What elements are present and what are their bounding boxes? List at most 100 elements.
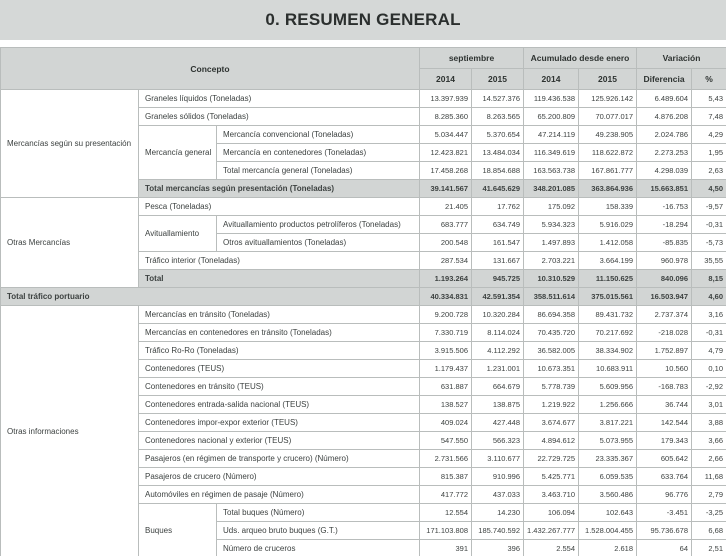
num-cell: 4.298.039 [636, 161, 693, 180]
num-cell: 10.560 [636, 359, 693, 378]
table-row: Uds. arqueo bruto buques (G.T.) 171.103.… [1, 521, 726, 540]
num-cell: 10.320.284 [470, 305, 525, 324]
num-cell: 23.335.367 [578, 449, 638, 468]
num-cell: 363.864.936 [578, 179, 638, 198]
num-cell: 5.073.955 [578, 431, 638, 450]
num-cell: 17.762 [470, 197, 525, 216]
num-cell: 633.764 [636, 467, 693, 486]
num-cell: 64 [636, 539, 693, 556]
num-cell: 9.200.728 [419, 305, 472, 324]
num-cell: 22.729.725 [523, 449, 580, 468]
num-cell: 391 [419, 539, 472, 556]
num-cell: -218.028 [636, 323, 693, 342]
num-cell: 358.511.614 [523, 287, 580, 306]
num-cell: 12.423.821 [419, 143, 472, 162]
row-label: Contenedores entrada-salida nacional (TE… [138, 395, 420, 414]
num-cell: 2.618 [578, 539, 638, 556]
header-group-row: Concepto septiembre Acumulado desde ener… [0, 47, 726, 90]
num-cell: 4,29 [691, 125, 726, 144]
num-cell: 8,15 [691, 269, 726, 288]
row-label: Contenedores nacional y exterior (TEUS) [138, 431, 420, 450]
num-cell: 2.554 [523, 539, 580, 556]
num-cell: 2,79 [691, 485, 726, 504]
num-cell: 161.547 [470, 233, 525, 252]
num-cell: 142.544 [636, 413, 693, 432]
num-cell: 375.015.561 [578, 287, 638, 306]
table-row: Graneles sólidos (Toneladas) 8.285.360 8… [1, 107, 726, 126]
header-concepto: Concepto [0, 47, 420, 90]
num-cell: 10.683.911 [578, 359, 638, 378]
row-label: Tráfico interior (Toneladas) [138, 251, 420, 270]
row-label: Graneles sólidos (Toneladas) [138, 107, 420, 126]
row-label: Total mercancía general (Toneladas) [216, 161, 420, 180]
header-variacion: Variación [636, 47, 726, 69]
num-cell: 5,43 [691, 89, 726, 108]
num-cell: 2.731.566 [419, 449, 472, 468]
num-cell: 4,79 [691, 341, 726, 360]
num-cell: 95.736.678 [636, 521, 693, 540]
num-cell: 36.582.005 [523, 341, 580, 360]
total-row-trafico-portuario: Total tráfico portuario 40.334.831 42.59… [0, 287, 726, 306]
num-cell: 86.694.358 [523, 305, 580, 324]
num-cell: 287.534 [419, 251, 472, 270]
num-cell: 631.887 [419, 377, 472, 396]
num-cell: 116.349.619 [523, 143, 580, 162]
num-cell: 8.285.360 [419, 107, 472, 126]
num-cell: 2,63 [691, 161, 726, 180]
num-cell: 138.527 [419, 395, 472, 414]
num-cell: 21.405 [419, 197, 472, 216]
row-label: Total buques (Número) [216, 503, 420, 522]
num-cell: 4.876.208 [636, 107, 693, 126]
num-cell: 396 [470, 539, 525, 556]
num-cell: 102.643 [578, 503, 638, 522]
num-cell: 4.112.292 [470, 341, 525, 360]
num-cell: 4.894.612 [523, 431, 580, 450]
num-cell: 7,48 [691, 107, 726, 126]
num-cell: 14.527.376 [470, 89, 525, 108]
table-row: Mercancía general Mercancía convencional… [1, 125, 726, 180]
num-cell: 36.744 [636, 395, 693, 414]
num-cell: 49.238.905 [578, 125, 638, 144]
num-cell: 1.231.001 [470, 359, 525, 378]
num-cell: 1.219.922 [523, 395, 580, 414]
num-cell: 0,10 [691, 359, 726, 378]
header-acu-2014: 2014 [523, 68, 580, 90]
row-label: Avituallamiento productos petrolíferos (… [216, 215, 420, 234]
num-cell: 3.664.199 [578, 251, 638, 270]
num-cell: 185.740.592 [470, 521, 525, 540]
num-cell: 13.484.034 [470, 143, 525, 162]
num-cell: 158.339 [578, 197, 638, 216]
num-cell: 106.094 [523, 503, 580, 522]
group-label-mercancias-presentacion: Mercancías según su presentación [0, 89, 139, 198]
num-cell: 2,51 [691, 539, 726, 556]
num-cell: 5.778.739 [523, 377, 580, 396]
num-cell: 634.749 [470, 215, 525, 234]
num-cell: 65.200.809 [523, 107, 580, 126]
num-cell: 89.431.732 [578, 305, 638, 324]
num-cell: 1.528.004.455 [578, 521, 638, 540]
num-cell: -0,31 [691, 215, 726, 234]
num-cell: 437.033 [470, 485, 525, 504]
table-row: Mercancías en contenedores en tránsito (… [1, 323, 726, 342]
num-cell: 6,68 [691, 521, 726, 540]
num-cell: 42.591.354 [470, 287, 525, 306]
num-cell: 39.141.567 [419, 179, 472, 198]
num-cell: 2.273.253 [636, 143, 693, 162]
num-cell: 1.497.893 [523, 233, 580, 252]
num-cell: 2,66 [691, 449, 726, 468]
table-row: Automóviles en régimen de pasaje (Número… [1, 485, 726, 504]
num-cell: 6.059.535 [578, 467, 638, 486]
num-cell: 38.334.902 [578, 341, 638, 360]
table-row: Total mercancía general (Toneladas) 17.4… [1, 161, 726, 180]
num-cell: 138.875 [470, 395, 525, 414]
num-cell: 5.934.323 [523, 215, 580, 234]
num-cell: 960.978 [636, 251, 693, 270]
num-cell: 118.622.872 [578, 143, 638, 162]
num-cell: 14.230 [470, 503, 525, 522]
num-cell: 163.563.738 [523, 161, 580, 180]
num-cell: 348.201.085 [523, 179, 580, 198]
num-cell: 119.436.538 [523, 89, 580, 108]
num-cell: 40.334.831 [419, 287, 472, 306]
num-cell: 8.263.565 [470, 107, 525, 126]
group-label-avituallamiento: Avituallamiento [138, 215, 217, 252]
